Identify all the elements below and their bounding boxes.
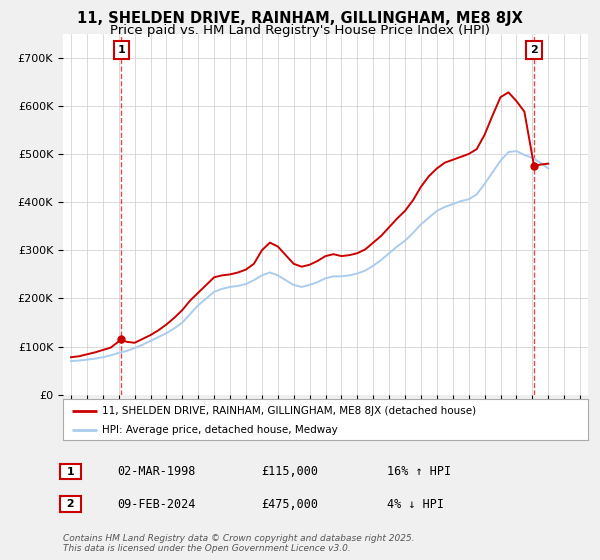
Text: 11, SHELDEN DRIVE, RAINHAM, GILLINGHAM, ME8 8JX: 11, SHELDEN DRIVE, RAINHAM, GILLINGHAM, …: [77, 11, 523, 26]
Text: 02-MAR-1998: 02-MAR-1998: [117, 465, 196, 478]
Text: Price paid vs. HM Land Registry's House Price Index (HPI): Price paid vs. HM Land Registry's House …: [110, 24, 490, 36]
Text: 2: 2: [63, 499, 79, 509]
Text: 11, SHELDEN DRIVE, RAINHAM, GILLINGHAM, ME8 8JX (detached house): 11, SHELDEN DRIVE, RAINHAM, GILLINGHAM, …: [103, 405, 476, 416]
Text: 09-FEB-2024: 09-FEB-2024: [117, 497, 196, 511]
Text: £475,000: £475,000: [261, 497, 318, 511]
Text: £115,000: £115,000: [261, 465, 318, 478]
Text: HPI: Average price, detached house, Medway: HPI: Average price, detached house, Medw…: [103, 424, 338, 435]
Text: 1: 1: [63, 466, 79, 477]
Text: 1: 1: [118, 45, 125, 55]
Text: 16% ↑ HPI: 16% ↑ HPI: [387, 465, 451, 478]
Text: Contains HM Land Registry data © Crown copyright and database right 2025.
This d: Contains HM Land Registry data © Crown c…: [63, 534, 415, 553]
Text: 4% ↓ HPI: 4% ↓ HPI: [387, 497, 444, 511]
Text: 2: 2: [530, 45, 538, 55]
